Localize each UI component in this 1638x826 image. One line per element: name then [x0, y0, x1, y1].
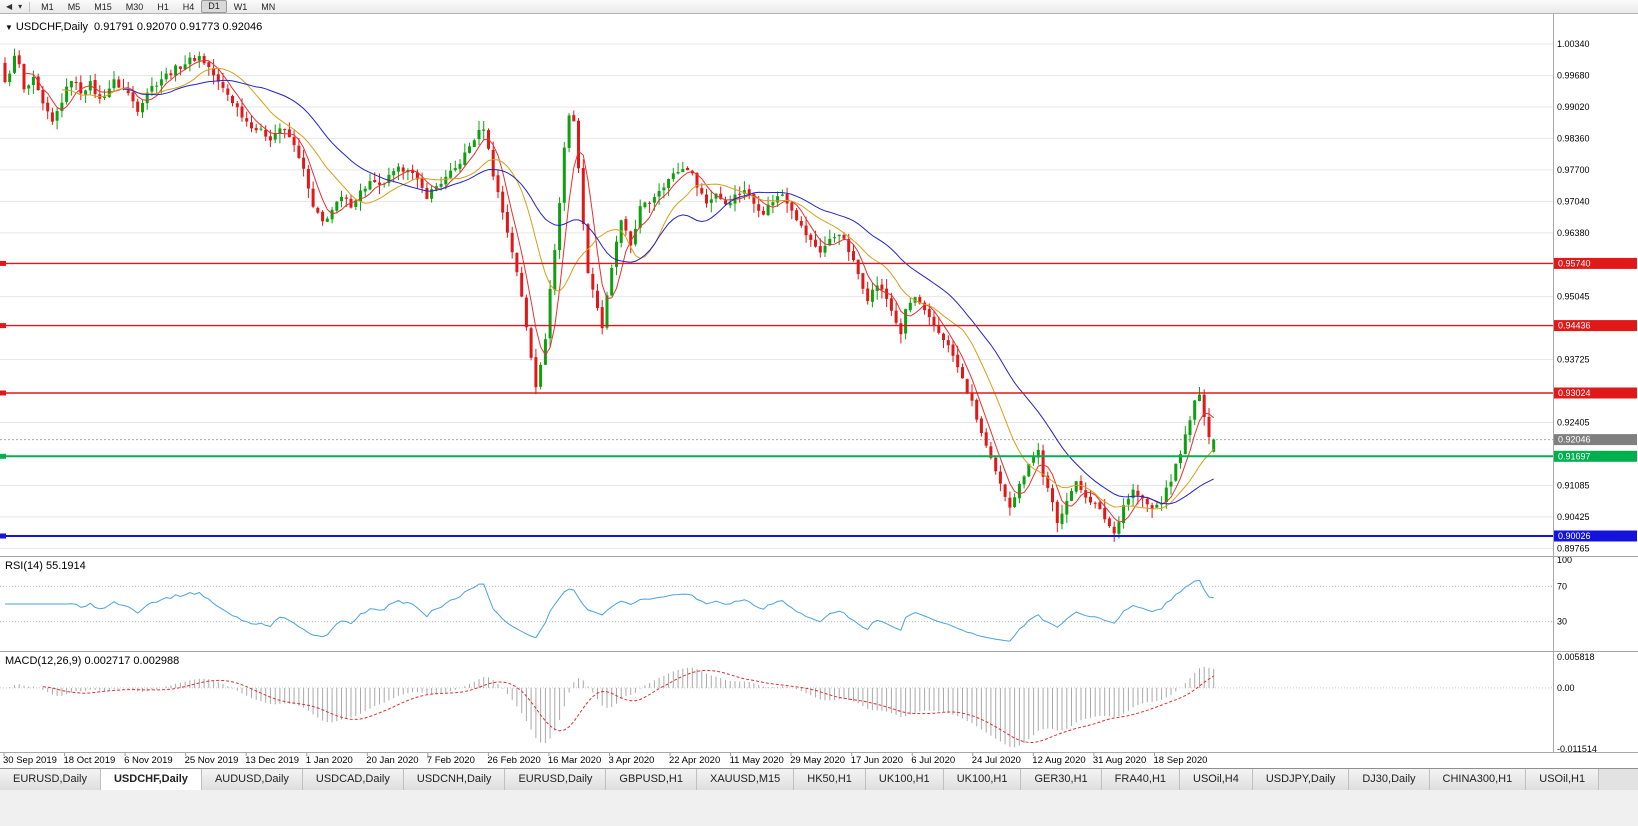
svg-text:22 Apr 2020: 22 Apr 2020 — [669, 755, 720, 766]
chart-tab-china300-h1[interactable]: CHINA300,H1 — [1429, 769, 1527, 790]
chart-tab-uk100-h1[interactable]: UK100,H1 — [865, 769, 944, 790]
svg-text:29 May 2020: 29 May 2020 — [790, 755, 845, 766]
svg-text:0.94436: 0.94436 — [1558, 321, 1591, 331]
svg-text:0.96380: 0.96380 — [1557, 228, 1590, 238]
chart-tab-fra40-h1[interactable]: FRA40,H1 — [1101, 769, 1181, 790]
timeframe-button-d1[interactable]: D1 — [201, 0, 227, 13]
svg-text:-0.011514: -0.011514 — [1557, 744, 1597, 754]
chart-tab-hk50-h1[interactable]: HK50,H1 — [794, 769, 866, 790]
timeframe-buttons: M1 M5 M15 M30 H1 H4 D1 W1 MN — [34, 0, 282, 13]
svg-text:26 Feb 2020: 26 Feb 2020 — [487, 755, 540, 766]
svg-text:0.98360: 0.98360 — [1557, 133, 1590, 143]
chart-tab-usoil-h4[interactable]: USOil,H4 — [1180, 769, 1253, 790]
price-gridlines — [0, 43, 1553, 549]
chart-tab-ger30-h1[interactable]: GER30,H1 — [1021, 769, 1102, 790]
svg-text:30 Sep 2019: 30 Sep 2019 — [3, 755, 57, 766]
toolbar-separator — [29, 1, 31, 12]
svg-text:100: 100 — [1557, 555, 1572, 565]
chart-tab-usoil-h1[interactable]: USOil,H1 — [1526, 769, 1600, 790]
support-resistance-lines[interactable] — [0, 260, 1553, 539]
svg-text:0.89765: 0.89765 — [1557, 543, 1590, 553]
timeframe-button-mn[interactable]: MN — [261, 2, 276, 12]
date-axis: 30 Sep 2019 18 Oct 2019 6 Nov 2019 25 Nov 2… — [3, 753, 1207, 766]
rsi-pane: 100 70 30 — [0, 555, 1572, 642]
timeframe-toolbar: ◀ ▾ M1 M5 M15 M30 H1 H4 D1 W1 MN — [0, 0, 1638, 14]
svg-text:25 Nov 2019: 25 Nov 2019 — [185, 755, 239, 766]
moving-average-lines — [23, 59, 1215, 523]
svg-text:0.005818: 0.005818 — [1557, 652, 1595, 662]
svg-text:0.99020: 0.99020 — [1557, 102, 1590, 112]
timeframe-button-m1[interactable]: M1 — [41, 2, 54, 12]
chart-tab-audusd-daily[interactable]: AUDUSD,Daily — [201, 769, 303, 790]
svg-text:24 Jul 2020: 24 Jul 2020 — [972, 755, 1021, 766]
chart-tab-eurusd-daily[interactable]: EURUSD,Daily — [505, 769, 607, 790]
macd-indicator-label: MACD(12,26,9) 0.002717 0.002988 — [5, 655, 180, 667]
svg-text:0.90425: 0.90425 — [1557, 512, 1590, 522]
chart-tab-gbpusd-h1[interactable]: GBPUSD,H1 — [606, 769, 697, 790]
svg-text:11 May 2020: 11 May 2020 — [730, 755, 784, 766]
svg-text:17 Jun 2020: 17 Jun 2020 — [851, 755, 903, 766]
rsi-indicator-label: RSI(14) 55.1914 — [5, 560, 86, 572]
svg-text:20 Jan 2020: 20 Jan 2020 — [366, 755, 418, 766]
svg-text:0.91697: 0.91697 — [1558, 451, 1591, 461]
svg-text:0.00: 0.00 — [1557, 683, 1575, 693]
chart-tab-usdjpy-daily[interactable]: USDJPY,Daily — [1252, 769, 1350, 790]
ohlc-values: 0.91791 0.92070 0.91773 0.92046 — [94, 21, 263, 33]
svg-text:0.97700: 0.97700 — [1557, 165, 1590, 175]
chart-tab-eurusd-daily[interactable]: EURUSD,Daily — [0, 769, 101, 790]
chart-tab-usdcad-daily[interactable]: USDCAD,Daily — [302, 769, 404, 790]
dropdown-caret-icon[interactable]: ▾ — [18, 2, 23, 11]
svg-text:0.95740: 0.95740 — [1558, 258, 1591, 268]
svg-text:0.93024: 0.93024 — [1558, 388, 1591, 398]
svg-text:6 Jul 2020: 6 Jul 2020 — [911, 755, 955, 766]
svg-text:0.97040: 0.97040 — [1557, 196, 1590, 206]
svg-text:0.91085: 0.91085 — [1557, 481, 1590, 491]
svg-text:70: 70 — [1557, 581, 1567, 591]
svg-text:18 Sep 2020: 18 Sep 2020 — [1154, 755, 1208, 766]
pane-dividers — [0, 14, 1638, 753]
chart-tabs-bar: EURUSD,Daily USDCHF,Daily AUDUSD,Daily USDC… — [0, 768, 1638, 790]
svg-text:0.99680: 0.99680 — [1557, 71, 1590, 81]
macd-pane: 0.005818 0.00 -0.011514 — [0, 652, 1597, 754]
svg-text:16 Mar 2020: 16 Mar 2020 — [548, 755, 601, 766]
current-price-tag — [1554, 434, 1637, 446]
svg-text:12 Aug 2020: 12 Aug 2020 — [1032, 755, 1085, 766]
chart-area[interactable]: 1.00340 0.99680 0.99020 0.98360 0.97700 0.970… — [0, 14, 1638, 768]
svg-text:0.92046: 0.92046 — [1558, 435, 1591, 445]
status-area — [0, 790, 1638, 826]
svg-text:0.90026: 0.90026 — [1558, 531, 1591, 541]
chart-tab-dj30-daily[interactable]: DJ30,Daily — [1349, 769, 1430, 790]
timeframe-button-w1[interactable]: W1 — [233, 2, 248, 12]
timeframe-button-m5[interactable]: M5 — [67, 2, 81, 12]
symbol-name: USDCHF,Daily — [15, 21, 89, 33]
chart-tab-uk100-h1[interactable]: UK100,H1 — [943, 769, 1022, 790]
svg-text:31 Aug 2020: 31 Aug 2020 — [1093, 755, 1146, 766]
timeframe-button-h4[interactable]: H4 — [182, 2, 195, 12]
svg-text:0.93725: 0.93725 — [1557, 355, 1590, 365]
symbol-dropdown-icon[interactable]: ▼ — [5, 23, 13, 32]
svg-text:18 Oct 2019: 18 Oct 2019 — [64, 755, 116, 766]
timeframe-button-m30[interactable]: M30 — [125, 2, 144, 12]
chart-tab-xauusd-m15[interactable]: XAUUSD,M15 — [696, 769, 795, 790]
svg-text:0.92405: 0.92405 — [1557, 418, 1590, 428]
price-axis: 1.00340 0.99680 0.99020 0.98360 0.97700 0.970… — [1554, 39, 1637, 553]
candlestick-chart[interactable]: 1.00340 0.99680 0.99020 0.98360 0.97700 0.970… — [0, 14, 1638, 768]
svg-text:1 Jan 2020: 1 Jan 2020 — [306, 755, 353, 766]
svg-text:6 Nov 2019: 6 Nov 2019 — [124, 755, 173, 766]
scroll-left-icon[interactable]: ◀ — [6, 2, 13, 11]
svg-text:3 Apr 2020: 3 Apr 2020 — [609, 755, 655, 766]
timeframe-button-m15[interactable]: M15 — [94, 2, 112, 12]
chart-tab-usdcnh-daily[interactable]: USDCNH,Daily — [403, 769, 506, 790]
svg-text:0.95045: 0.95045 — [1557, 292, 1590, 302]
svg-text:13 Dec 2019: 13 Dec 2019 — [245, 755, 299, 766]
chart-symbol-label: ▼ USDCHF,Daily 0.91791 0.92070 0.91773 0.9… — [5, 21, 262, 33]
svg-text:30: 30 — [1557, 617, 1567, 627]
svg-text:7 Feb 2020: 7 Feb 2020 — [427, 755, 475, 766]
chart-tab-usdchf-daily[interactable]: USDCHF,Daily — [100, 769, 202, 790]
svg-text:1.00340: 1.00340 — [1557, 39, 1590, 49]
timeframe-button-h1[interactable]: H1 — [157, 2, 169, 12]
